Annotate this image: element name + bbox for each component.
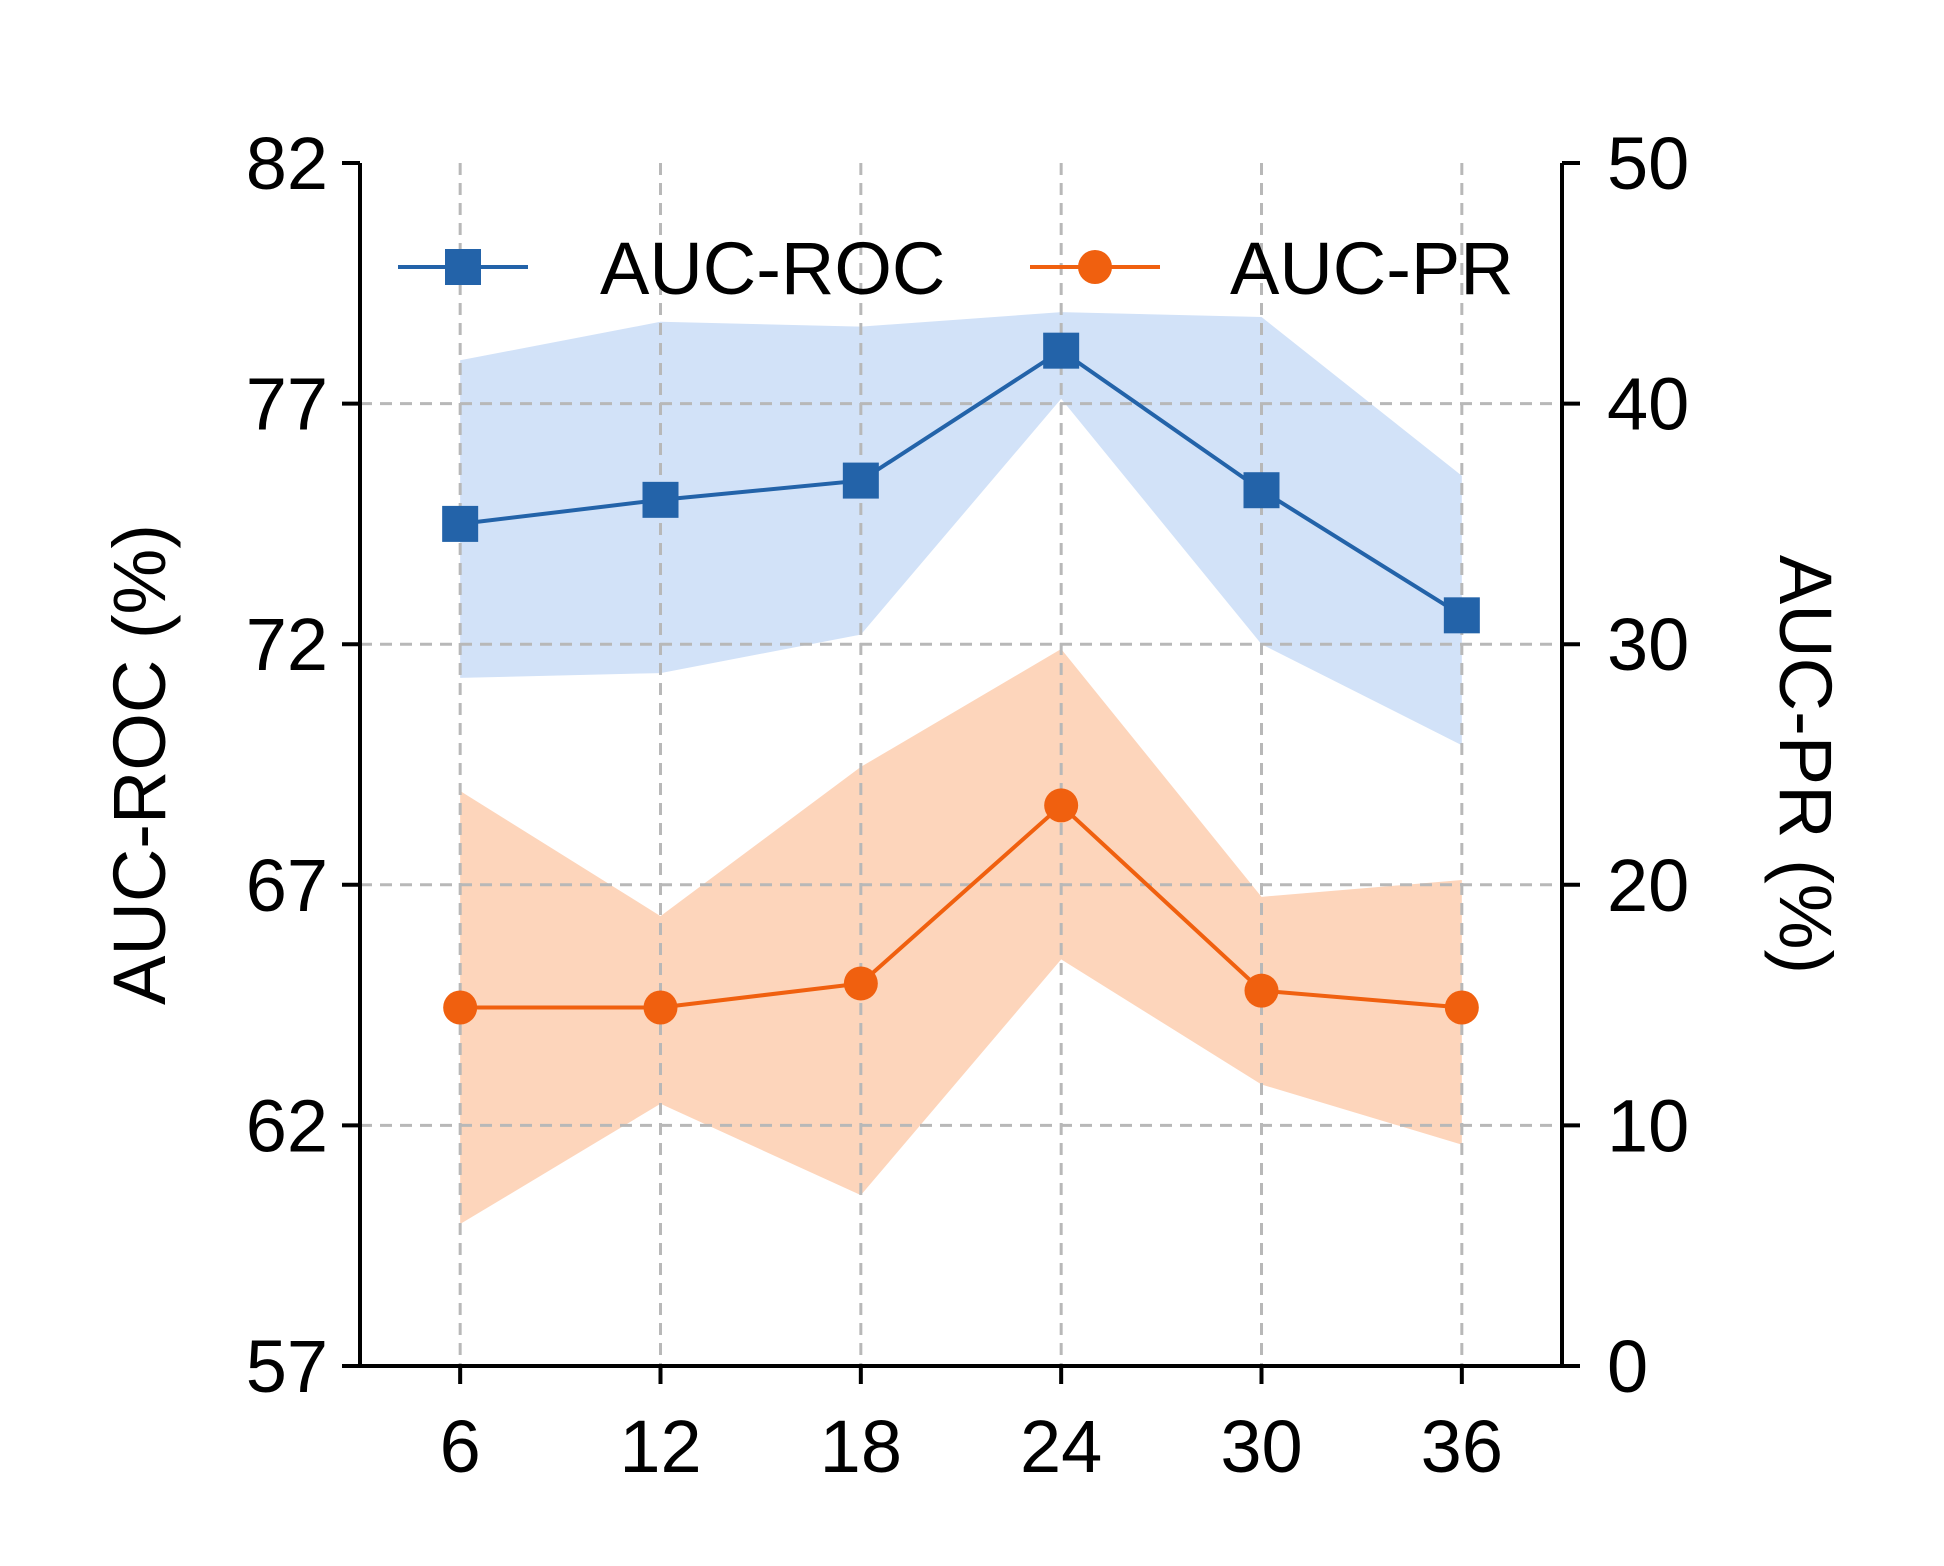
- band-auc-roc: [460, 312, 1462, 746]
- tick-marks: [342, 161, 1580, 1384]
- confidence-bands: [460, 312, 1462, 1225]
- x-tick-label: 12: [619, 1405, 701, 1488]
- legend-label-auc-pr: AUC-PR: [1230, 227, 1514, 310]
- left-y-tick-label: 72: [246, 603, 328, 686]
- axes-frame: [358, 163, 1564, 1368]
- legend-label-auc-roc: AUC-ROC: [600, 227, 945, 310]
- line-auc-roc: [459, 348, 1463, 618]
- axes-outline: [358, 163, 1564, 1368]
- x-tick-label: 36: [1421, 1405, 1503, 1488]
- marker-auc-pr: [843, 966, 878, 1001]
- x-tick-label: 24: [1020, 1405, 1102, 1488]
- left-y-tick-label: 57: [246, 1325, 328, 1408]
- x-tick-label: 6: [440, 1405, 481, 1488]
- right-y-tick-label: 0: [1607, 1325, 1648, 1408]
- marker-auc-roc: [1243, 472, 1280, 509]
- legend-marker-auc-pr: [1078, 250, 1112, 284]
- left-y-tick-label: 62: [246, 1084, 328, 1167]
- line-auc-pr: [460, 802, 1463, 1010]
- marker-auc-roc: [642, 481, 679, 518]
- marker-auc-roc: [1043, 332, 1080, 369]
- left-y-tick-label: 77: [246, 363, 328, 446]
- right-y-tick-label: 20: [1607, 844, 1689, 927]
- right-y-tick-label: 30: [1607, 603, 1689, 686]
- tick-labels: 6 12 18 24 30 36 57 62 67 72 77 82 0 10 20 30 40 50: [246, 122, 1690, 1488]
- series-lines: [459, 348, 1463, 1010]
- right-y-tick-label: 10: [1607, 1084, 1689, 1167]
- marker-auc-pr: [1044, 788, 1079, 823]
- legend: AUC-ROC AUC-PR: [398, 227, 1514, 310]
- right-axis-title: AUC-PR (%): [1764, 555, 1847, 974]
- left-y-tick-label: 67: [246, 844, 328, 927]
- marker-auc-pr: [1244, 973, 1279, 1008]
- marker-auc-roc: [442, 505, 479, 542]
- x-tick-label: 30: [1220, 1405, 1302, 1488]
- right-y-tick-label: 50: [1607, 122, 1689, 205]
- series-markers: [442, 332, 1480, 1025]
- marker-auc-roc: [1443, 597, 1480, 634]
- left-y-tick-label: 82: [246, 122, 328, 205]
- band-auc-pr: [460, 649, 1462, 1225]
- marker-auc-pr: [443, 990, 478, 1025]
- marker-auc-pr: [1444, 990, 1479, 1025]
- right-y-tick-label: 40: [1607, 363, 1689, 446]
- legend-marker-auc-roc: [445, 249, 481, 285]
- x-tick-label: 18: [820, 1405, 902, 1488]
- marker-auc-pr: [643, 990, 678, 1025]
- left-axis-title: AUC-ROC (%): [98, 524, 181, 1005]
- marker-auc-roc: [842, 462, 879, 499]
